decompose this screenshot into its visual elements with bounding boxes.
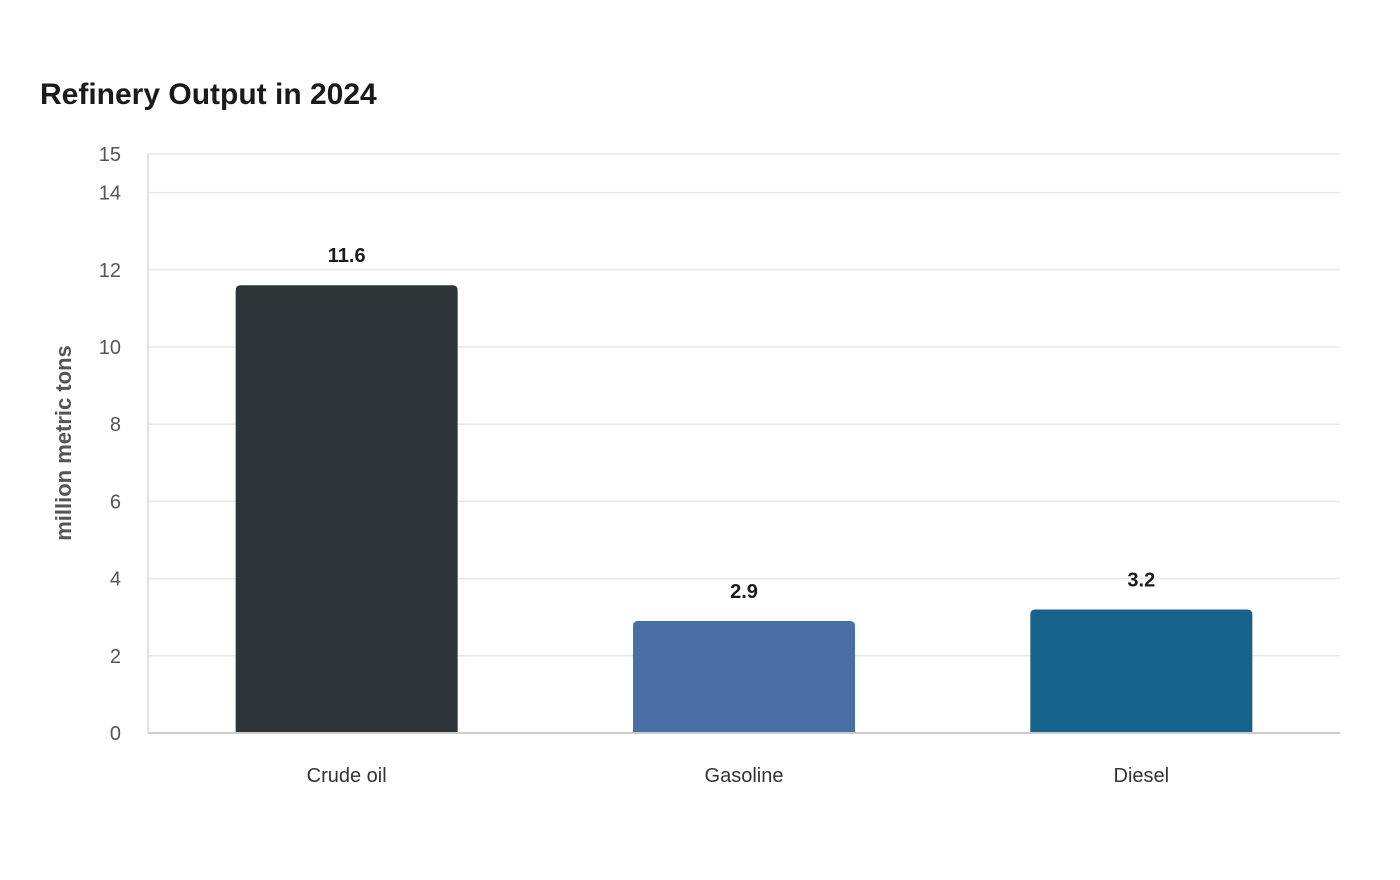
chart-title: Refinery Output in 2024 bbox=[40, 78, 377, 111]
x-axis: Crude oil Gasoline Diesel bbox=[148, 732, 1340, 787]
bar-value-label: 11.6 bbox=[328, 245, 366, 267]
y-tick-label: 12 bbox=[99, 260, 121, 282]
x-tick-label: Gasoline bbox=[705, 765, 784, 787]
y-tick-label: 4 bbox=[110, 569, 121, 591]
y-tick-label: 14 bbox=[99, 183, 121, 205]
y-tick-label: 6 bbox=[110, 491, 121, 513]
y-tick-label: 10 bbox=[99, 337, 121, 359]
y-axis-title: million metric tons bbox=[51, 345, 76, 541]
bar-diesel bbox=[1030, 609, 1253, 733]
y-tick-label: 2 bbox=[110, 646, 121, 668]
bar-crude-oil bbox=[235, 285, 458, 733]
y-tick-label: 15 bbox=[99, 144, 121, 166]
bars bbox=[235, 285, 1253, 733]
y-tick-label: 8 bbox=[110, 414, 121, 436]
x-tick-label: Diesel bbox=[1114, 765, 1170, 787]
x-tick-label: Crude oil bbox=[307, 765, 387, 787]
bar-value-label: 3.2 bbox=[1127, 569, 1155, 591]
y-axis: 0 2 4 6 8 10 12 14 15 bbox=[99, 144, 149, 745]
value-labels: 11.6 2.9 3.2 bbox=[328, 245, 1155, 603]
bar-gasoline bbox=[633, 621, 855, 733]
y-tick-label: 0 bbox=[110, 723, 121, 745]
bar-value-label: 2.9 bbox=[730, 581, 758, 603]
